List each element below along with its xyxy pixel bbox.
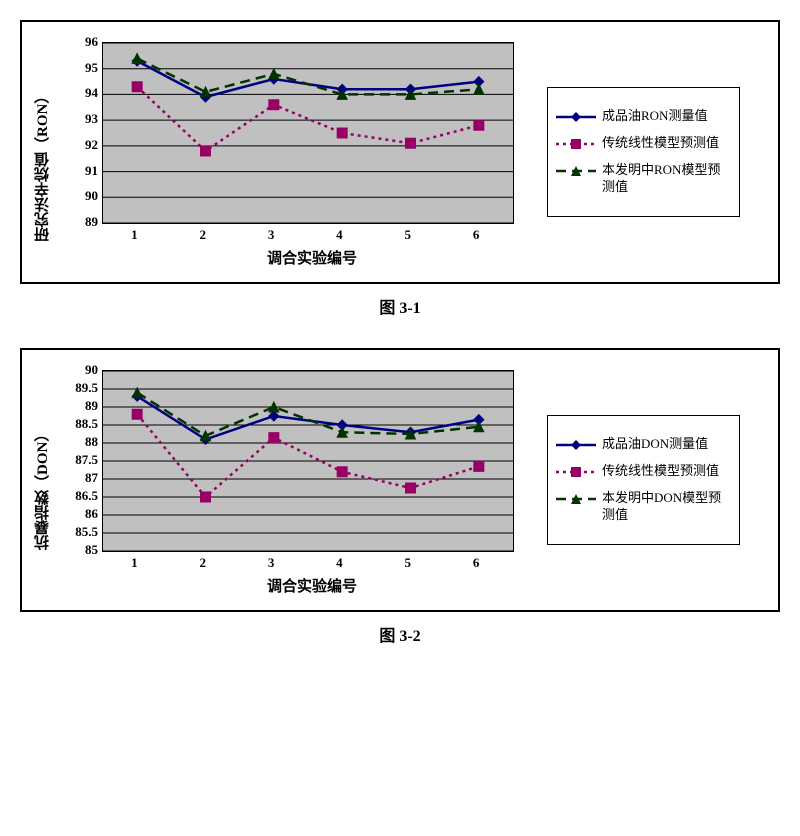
chart2-plot-wrap: 抗暴指数（DON） 85 85.5 86 86.5 87 87.5 88 88.5 89 89.5… bbox=[32, 360, 532, 600]
chart2-xlabel: 调合实验编号 bbox=[267, 575, 357, 596]
ytick-label: 88.5 bbox=[58, 416, 98, 432]
ytick-label: 94 bbox=[58, 85, 98, 101]
chart1-plot-area bbox=[102, 42, 514, 224]
legend-swatch bbox=[556, 110, 596, 124]
chart1-container: 研究法辛烷值（RON） 89 90 91 92 93 94 95 96 1 2 3 4 5 6 调合实验… bbox=[20, 20, 780, 284]
legend-label: 本发明中DON模型预测值 bbox=[602, 490, 731, 524]
legend-swatch bbox=[556, 164, 596, 178]
legend-label: 本发明中RON模型预测值 bbox=[602, 162, 731, 196]
chart2-svg bbox=[103, 371, 513, 551]
ytick-label: 88 bbox=[58, 434, 98, 450]
chart2-caption: 图 3-2 bbox=[20, 622, 780, 646]
ytick-label: 89 bbox=[58, 214, 98, 230]
chart1-plot-wrap: 研究法辛烷值（RON） 89 90 91 92 93 94 95 96 1 2 3 4 5 6 调合实验… bbox=[32, 32, 532, 272]
chart2-plot-area bbox=[102, 370, 514, 552]
legend-label: 成品油RON测量值 bbox=[602, 108, 707, 125]
legend-item: 传统线性模型预测值 bbox=[556, 463, 731, 480]
legend-label: 传统线性模型预测值 bbox=[602, 463, 719, 480]
ytick-label: 90 bbox=[58, 188, 98, 204]
legend-label: 传统线性模型预测值 bbox=[602, 135, 719, 152]
ytick-label: 87.5 bbox=[58, 452, 98, 468]
chart1-ylabel: 研究法辛烷值（RON） bbox=[32, 62, 53, 242]
legend-swatch bbox=[556, 465, 596, 479]
xtick-label: 4 bbox=[336, 555, 343, 571]
xtick-label: 1 bbox=[131, 227, 138, 243]
ytick-label: 85 bbox=[58, 542, 98, 558]
legend-item: 传统线性模型预测值 bbox=[556, 135, 731, 152]
legend-swatch bbox=[556, 492, 596, 506]
xtick-label: 4 bbox=[336, 227, 343, 243]
legend-item: 成品油DON测量值 bbox=[556, 436, 731, 453]
xtick-label: 3 bbox=[268, 555, 275, 571]
xtick-label: 3 bbox=[268, 227, 275, 243]
ytick-label: 90 bbox=[58, 362, 98, 378]
legend-item: 本发明中RON模型预测值 bbox=[556, 162, 731, 196]
chart1-caption: 图 3-1 bbox=[20, 294, 780, 318]
ytick-label: 95 bbox=[58, 60, 98, 76]
ytick-label: 91 bbox=[58, 163, 98, 179]
ytick-label: 93 bbox=[58, 111, 98, 127]
ytick-label: 86.5 bbox=[58, 488, 98, 504]
chart1-svg bbox=[103, 43, 513, 223]
legend-item: 成品油RON测量值 bbox=[556, 108, 731, 125]
legend-label: 成品油DON测量值 bbox=[602, 436, 708, 453]
ytick-label: 96 bbox=[58, 34, 98, 50]
xtick-label: 2 bbox=[200, 227, 207, 243]
xtick-label: 6 bbox=[473, 227, 480, 243]
chart1-xlabel: 调合实验编号 bbox=[267, 247, 357, 268]
xtick-label: 1 bbox=[131, 555, 138, 571]
ytick-label: 85.5 bbox=[58, 524, 98, 540]
ytick-label: 86 bbox=[58, 506, 98, 522]
chart2-container: 抗暴指数（DON） 85 85.5 86 86.5 87 87.5 88 88.5 89 89.5… bbox=[20, 348, 780, 612]
ytick-label: 89.5 bbox=[58, 380, 98, 396]
chart2-ylabel: 抗暴指数（DON） bbox=[32, 410, 53, 550]
chart1-legend: 成品油RON测量值传统线性模型预测值本发明中RON模型预测值 bbox=[547, 87, 740, 217]
xtick-label: 5 bbox=[405, 227, 412, 243]
legend-swatch bbox=[556, 137, 596, 151]
xtick-label: 2 bbox=[200, 555, 207, 571]
ytick-label: 92 bbox=[58, 137, 98, 153]
legend-item: 本发明中DON模型预测值 bbox=[556, 490, 731, 524]
chart2-legend: 成品油DON测量值传统线性模型预测值本发明中DON模型预测值 bbox=[547, 415, 740, 545]
xtick-label: 5 bbox=[405, 555, 412, 571]
ytick-label: 89 bbox=[58, 398, 98, 414]
ytick-label: 87 bbox=[58, 470, 98, 486]
legend-swatch bbox=[556, 438, 596, 452]
xtick-label: 6 bbox=[473, 555, 480, 571]
